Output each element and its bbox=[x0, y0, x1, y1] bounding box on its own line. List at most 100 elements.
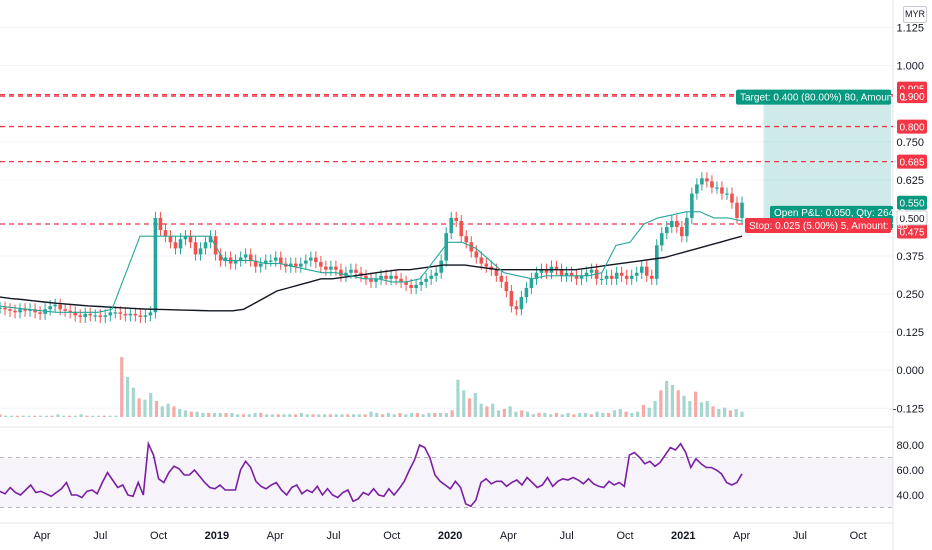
volume-bar bbox=[317, 414, 321, 417]
volume-bar bbox=[149, 393, 153, 417]
candle bbox=[454, 217, 459, 221]
candle bbox=[544, 269, 549, 273]
candle bbox=[218, 254, 223, 261]
candle bbox=[188, 236, 193, 243]
candle bbox=[644, 266, 649, 276]
time-tick-label: Jul bbox=[93, 530, 107, 542]
rsi-line bbox=[0, 440, 743, 508]
time-tick-label: Oct bbox=[850, 530, 867, 542]
candle bbox=[33, 309, 37, 313]
candle bbox=[539, 269, 544, 273]
volume-bar bbox=[572, 414, 576, 417]
volume-bar bbox=[375, 413, 379, 417]
candle bbox=[133, 313, 138, 316]
volume-bar bbox=[56, 414, 60, 417]
price-tick-label: 0.750 bbox=[896, 137, 924, 149]
volume-bar bbox=[578, 413, 582, 417]
volume-bar bbox=[230, 413, 234, 417]
volume-bar bbox=[131, 387, 135, 417]
volume-bar bbox=[659, 390, 663, 417]
price-marker-label: 0.685 bbox=[899, 158, 924, 169]
time-tick-label: Oct bbox=[383, 530, 400, 542]
candle bbox=[629, 275, 634, 279]
volume-bar bbox=[288, 414, 292, 417]
volume-bar bbox=[421, 414, 425, 417]
candle bbox=[314, 257, 318, 263]
candle bbox=[304, 260, 308, 264]
volume-bar bbox=[612, 410, 617, 417]
candles bbox=[0, 172, 744, 323]
candle bbox=[123, 313, 128, 316]
volume-bar bbox=[259, 413, 263, 417]
volume-bar bbox=[38, 415, 43, 417]
candle bbox=[439, 260, 443, 273]
candle bbox=[695, 184, 699, 194]
candle bbox=[128, 313, 133, 316]
volume-bar bbox=[323, 414, 327, 417]
candle bbox=[509, 291, 514, 307]
candle bbox=[614, 272, 619, 279]
volume-bar bbox=[566, 413, 570, 417]
volume-bar bbox=[653, 401, 657, 417]
candle bbox=[464, 236, 469, 243]
rsi-tick-label: 60.00 bbox=[896, 465, 924, 477]
candle bbox=[178, 239, 183, 249]
candle bbox=[208, 236, 213, 243]
candle bbox=[619, 272, 624, 276]
volume-bar bbox=[444, 413, 448, 417]
candle bbox=[715, 187, 719, 189]
price-marker-box bbox=[897, 119, 927, 134]
series-line-basis bbox=[0, 211, 743, 313]
volume-bar bbox=[508, 406, 512, 417]
volume-bar bbox=[247, 414, 251, 417]
volume-bar bbox=[462, 390, 466, 417]
candle bbox=[369, 278, 373, 282]
position-tool[interactable] bbox=[763, 96, 891, 226]
candle bbox=[233, 260, 238, 264]
candle bbox=[479, 257, 484, 264]
volume-bar bbox=[79, 414, 83, 417]
volume-bar bbox=[607, 413, 611, 417]
candle bbox=[429, 275, 433, 279]
volume-bar bbox=[734, 409, 738, 417]
candle bbox=[529, 278, 534, 288]
volume-bar bbox=[160, 406, 164, 417]
candle bbox=[158, 217, 163, 231]
candle bbox=[639, 266, 644, 273]
volume-bar bbox=[473, 393, 477, 417]
volume-bar bbox=[363, 414, 367, 417]
candle bbox=[173, 242, 178, 249]
volume-bar bbox=[44, 415, 48, 417]
candle bbox=[23, 309, 27, 311]
candle bbox=[38, 312, 42, 314]
volume-bar bbox=[415, 413, 419, 417]
candle bbox=[263, 260, 268, 264]
candle bbox=[268, 260, 273, 262]
volume-bar bbox=[699, 402, 704, 417]
currency-badge[interactable]: MYR bbox=[903, 6, 927, 23]
volume-bar bbox=[276, 414, 280, 417]
time-tick-label: Apr bbox=[500, 530, 517, 542]
candle bbox=[624, 275, 629, 279]
candle bbox=[484, 263, 489, 267]
price-marker-label: 0.500 bbox=[899, 214, 924, 225]
indicator-lines bbox=[0, 211, 743, 313]
candle bbox=[584, 272, 589, 276]
candle bbox=[324, 266, 328, 270]
volume-bar bbox=[265, 414, 269, 417]
candle bbox=[649, 275, 654, 279]
volume-bar bbox=[15, 415, 19, 417]
candle bbox=[494, 269, 499, 276]
volume-bar bbox=[618, 409, 622, 417]
candle bbox=[394, 275, 398, 279]
volume-bar bbox=[624, 411, 628, 417]
volume-bar bbox=[647, 407, 651, 417]
volume-bar bbox=[212, 413, 217, 417]
price-marker-box bbox=[897, 89, 927, 104]
volume-bar bbox=[207, 413, 211, 417]
rsi-pane[interactable] bbox=[0, 440, 893, 508]
candle bbox=[58, 304, 62, 310]
volume-bar bbox=[479, 403, 483, 417]
